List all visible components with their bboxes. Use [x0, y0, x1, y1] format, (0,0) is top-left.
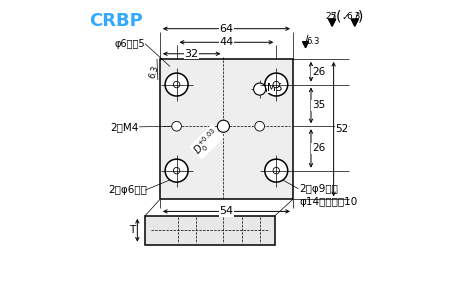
Circle shape	[165, 73, 188, 96]
Text: 25: 25	[325, 12, 337, 21]
Circle shape	[265, 159, 288, 182]
Text: M5: M5	[267, 82, 283, 93]
Text: 6.3: 6.3	[346, 12, 360, 21]
Text: 6.3: 6.3	[307, 37, 320, 46]
Circle shape	[165, 159, 188, 182]
Text: CRBP: CRBP	[89, 12, 143, 30]
Circle shape	[273, 167, 280, 174]
Text: 2－M4: 2－M4	[110, 122, 139, 132]
Text: 深圳市精密机械有限公司: 深圳市精密机械有限公司	[194, 134, 267, 144]
Circle shape	[265, 73, 288, 96]
Circle shape	[254, 83, 266, 95]
Text: 32: 32	[185, 49, 199, 59]
Circle shape	[173, 167, 180, 174]
Circle shape	[273, 81, 280, 88]
Text: φ6深度5: φ6深度5	[114, 39, 145, 49]
Text: 44: 44	[219, 37, 234, 47]
Circle shape	[255, 121, 264, 131]
Text: 35: 35	[312, 100, 325, 111]
Text: (: (	[336, 10, 341, 24]
Circle shape	[218, 120, 229, 132]
Text: 54: 54	[219, 206, 234, 217]
Bar	[145, 216, 275, 245]
Text: 6.3: 6.3	[148, 64, 161, 80]
Bar	[160, 59, 293, 199]
Polygon shape	[302, 42, 309, 48]
Circle shape	[173, 81, 180, 88]
Text: 26: 26	[312, 67, 325, 77]
Text: $D^{+0.03}_{0}$: $D^{+0.03}_{0}$	[190, 125, 224, 159]
Text: 2－φ9通孔: 2－φ9通孔	[299, 184, 338, 194]
Circle shape	[172, 121, 182, 131]
Text: 52: 52	[336, 124, 349, 134]
Text: 64: 64	[219, 24, 234, 34]
Text: 2－φ6通孔: 2－φ6通孔	[109, 185, 147, 195]
Text: 26: 26	[312, 143, 325, 153]
Text: T: T	[129, 225, 135, 235]
Text: ✓: ✓	[341, 11, 349, 22]
Text: φ14沉孔深度10: φ14沉孔深度10	[299, 197, 357, 207]
Text: ): )	[358, 10, 364, 24]
Polygon shape	[351, 19, 358, 26]
Polygon shape	[328, 19, 336, 26]
